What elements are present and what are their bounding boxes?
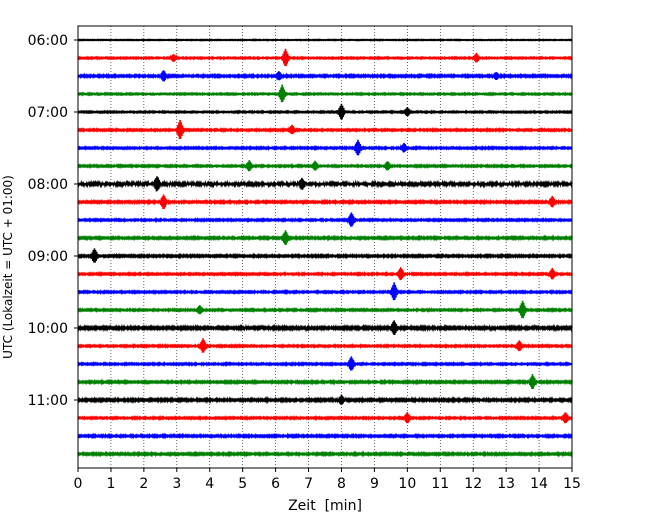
trace-1130 xyxy=(77,432,573,440)
trace-0715 xyxy=(77,119,573,139)
trace-0815 xyxy=(77,194,573,209)
trace-0830 xyxy=(77,212,573,227)
trace-1000 xyxy=(77,320,573,335)
x-tick-label: 15 xyxy=(563,476,581,492)
trace-0930 xyxy=(77,282,573,301)
plot-frame xyxy=(77,25,573,469)
trace-0945 xyxy=(77,300,573,319)
y-tick-label: 07:00 xyxy=(28,105,68,121)
x-tick-label: 3 xyxy=(172,476,181,492)
trace-1115 xyxy=(77,412,573,424)
y-tick-label: 06:00 xyxy=(28,33,68,49)
x-tick-label: 6 xyxy=(271,476,280,492)
trace-0630 xyxy=(77,70,573,82)
trace-0645 xyxy=(77,84,573,103)
trace-1030 xyxy=(77,356,573,371)
trace-0915 xyxy=(77,267,573,281)
x-axis-label: Zeit [min] xyxy=(288,498,362,514)
trace-0800 xyxy=(77,176,573,192)
x-tick-label: 11 xyxy=(431,476,449,492)
x-tick-label: 1 xyxy=(106,476,115,492)
trace-0615 xyxy=(77,48,573,67)
seismic-traces xyxy=(77,38,573,458)
x-tick-label: 2 xyxy=(139,476,148,492)
x-tick-label: 7 xyxy=(304,476,313,492)
y-tick-label: 10:00 xyxy=(28,321,68,337)
x-tick-label: 9 xyxy=(370,476,379,492)
trace-0700 xyxy=(77,103,573,120)
x-tick-label: 13 xyxy=(497,476,515,492)
x-axis-ticks: 0 1 2 3 4 5 6 7 8 9 10 11 12 13 14 15 xyxy=(74,468,581,492)
y-tick-label: 11:00 xyxy=(28,393,68,409)
trace-1045 xyxy=(77,374,573,390)
y-axis-ticks: 06:00 07:00 08:00 09:00 10:00 11:00 xyxy=(28,33,78,409)
y-axis-label: UTC (Lokalzeit = UTC + 01:00) xyxy=(1,175,15,359)
x-tick-label: 12 xyxy=(464,476,482,492)
x-tick-label: 0 xyxy=(74,476,83,492)
y-tick-label: 08:00 xyxy=(28,177,68,193)
x-tick-label: 8 xyxy=(337,476,346,492)
trace-0845 xyxy=(77,230,573,246)
x-tick-label: 14 xyxy=(530,476,548,492)
x-tick-label: 10 xyxy=(398,476,416,492)
trace-0900 xyxy=(77,248,573,263)
x-tick-label: 5 xyxy=(238,476,247,492)
x-tick-label: 4 xyxy=(205,476,214,492)
trace-1015 xyxy=(77,338,573,353)
trace-1100 xyxy=(77,394,573,405)
y-tick-label: 09:00 xyxy=(28,249,68,265)
trace-0745 xyxy=(77,160,573,172)
trace-0730 xyxy=(77,139,573,156)
trace-1145 xyxy=(77,450,573,458)
trace-0600 xyxy=(77,38,573,42)
